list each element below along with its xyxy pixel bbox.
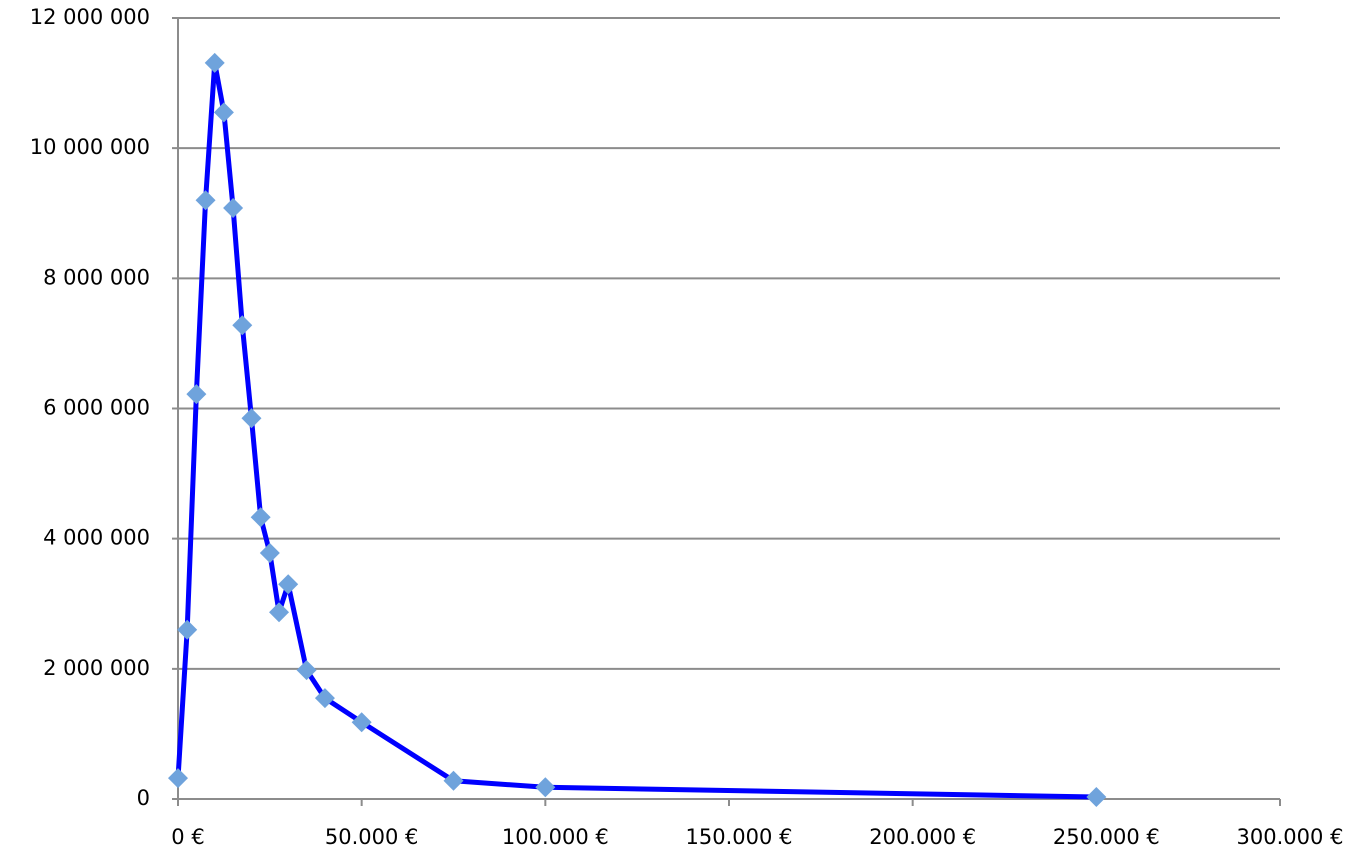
- y-tick-label: 2 000 000: [43, 656, 150, 680]
- y-tick-label: 12 000 000: [30, 5, 150, 29]
- marker: [296, 660, 317, 681]
- x-tick-label: 150.000 €: [686, 825, 793, 849]
- marker: [535, 777, 556, 798]
- marker: [259, 542, 280, 563]
- marker: [1086, 787, 1107, 808]
- marker: [195, 190, 216, 211]
- x-tick-label: 100.000 €: [502, 825, 609, 849]
- marker: [223, 198, 244, 219]
- x-tick-label: 0 €: [171, 825, 204, 849]
- marker: [241, 408, 262, 429]
- y-tick-label: 10 000 000: [30, 135, 150, 159]
- marker: [213, 102, 234, 123]
- x-tick-label: 300.000 €: [1237, 825, 1344, 849]
- x-tick-label: 250.000 €: [1053, 825, 1160, 849]
- y-tick-label: 4 000 000: [43, 526, 150, 550]
- marker: [351, 712, 372, 733]
- line: [175, 60, 1097, 800]
- x-tick-label: 50.000 €: [325, 825, 419, 849]
- x-tick-label: 200.000 €: [869, 825, 976, 849]
- marker: [186, 384, 207, 405]
- marker: [314, 688, 335, 709]
- marker: [443, 770, 464, 791]
- marker: [168, 768, 188, 789]
- marker: [269, 602, 290, 623]
- y-tick-label: 8 000 000: [43, 265, 150, 289]
- y-tick-label: 6 000 000: [43, 396, 150, 420]
- y-tick-label: 0: [137, 786, 150, 810]
- marker: [250, 507, 271, 528]
- marker: [232, 315, 253, 336]
- marker: [204, 52, 225, 73]
- marker: [177, 619, 198, 640]
- marker: [278, 574, 299, 595]
